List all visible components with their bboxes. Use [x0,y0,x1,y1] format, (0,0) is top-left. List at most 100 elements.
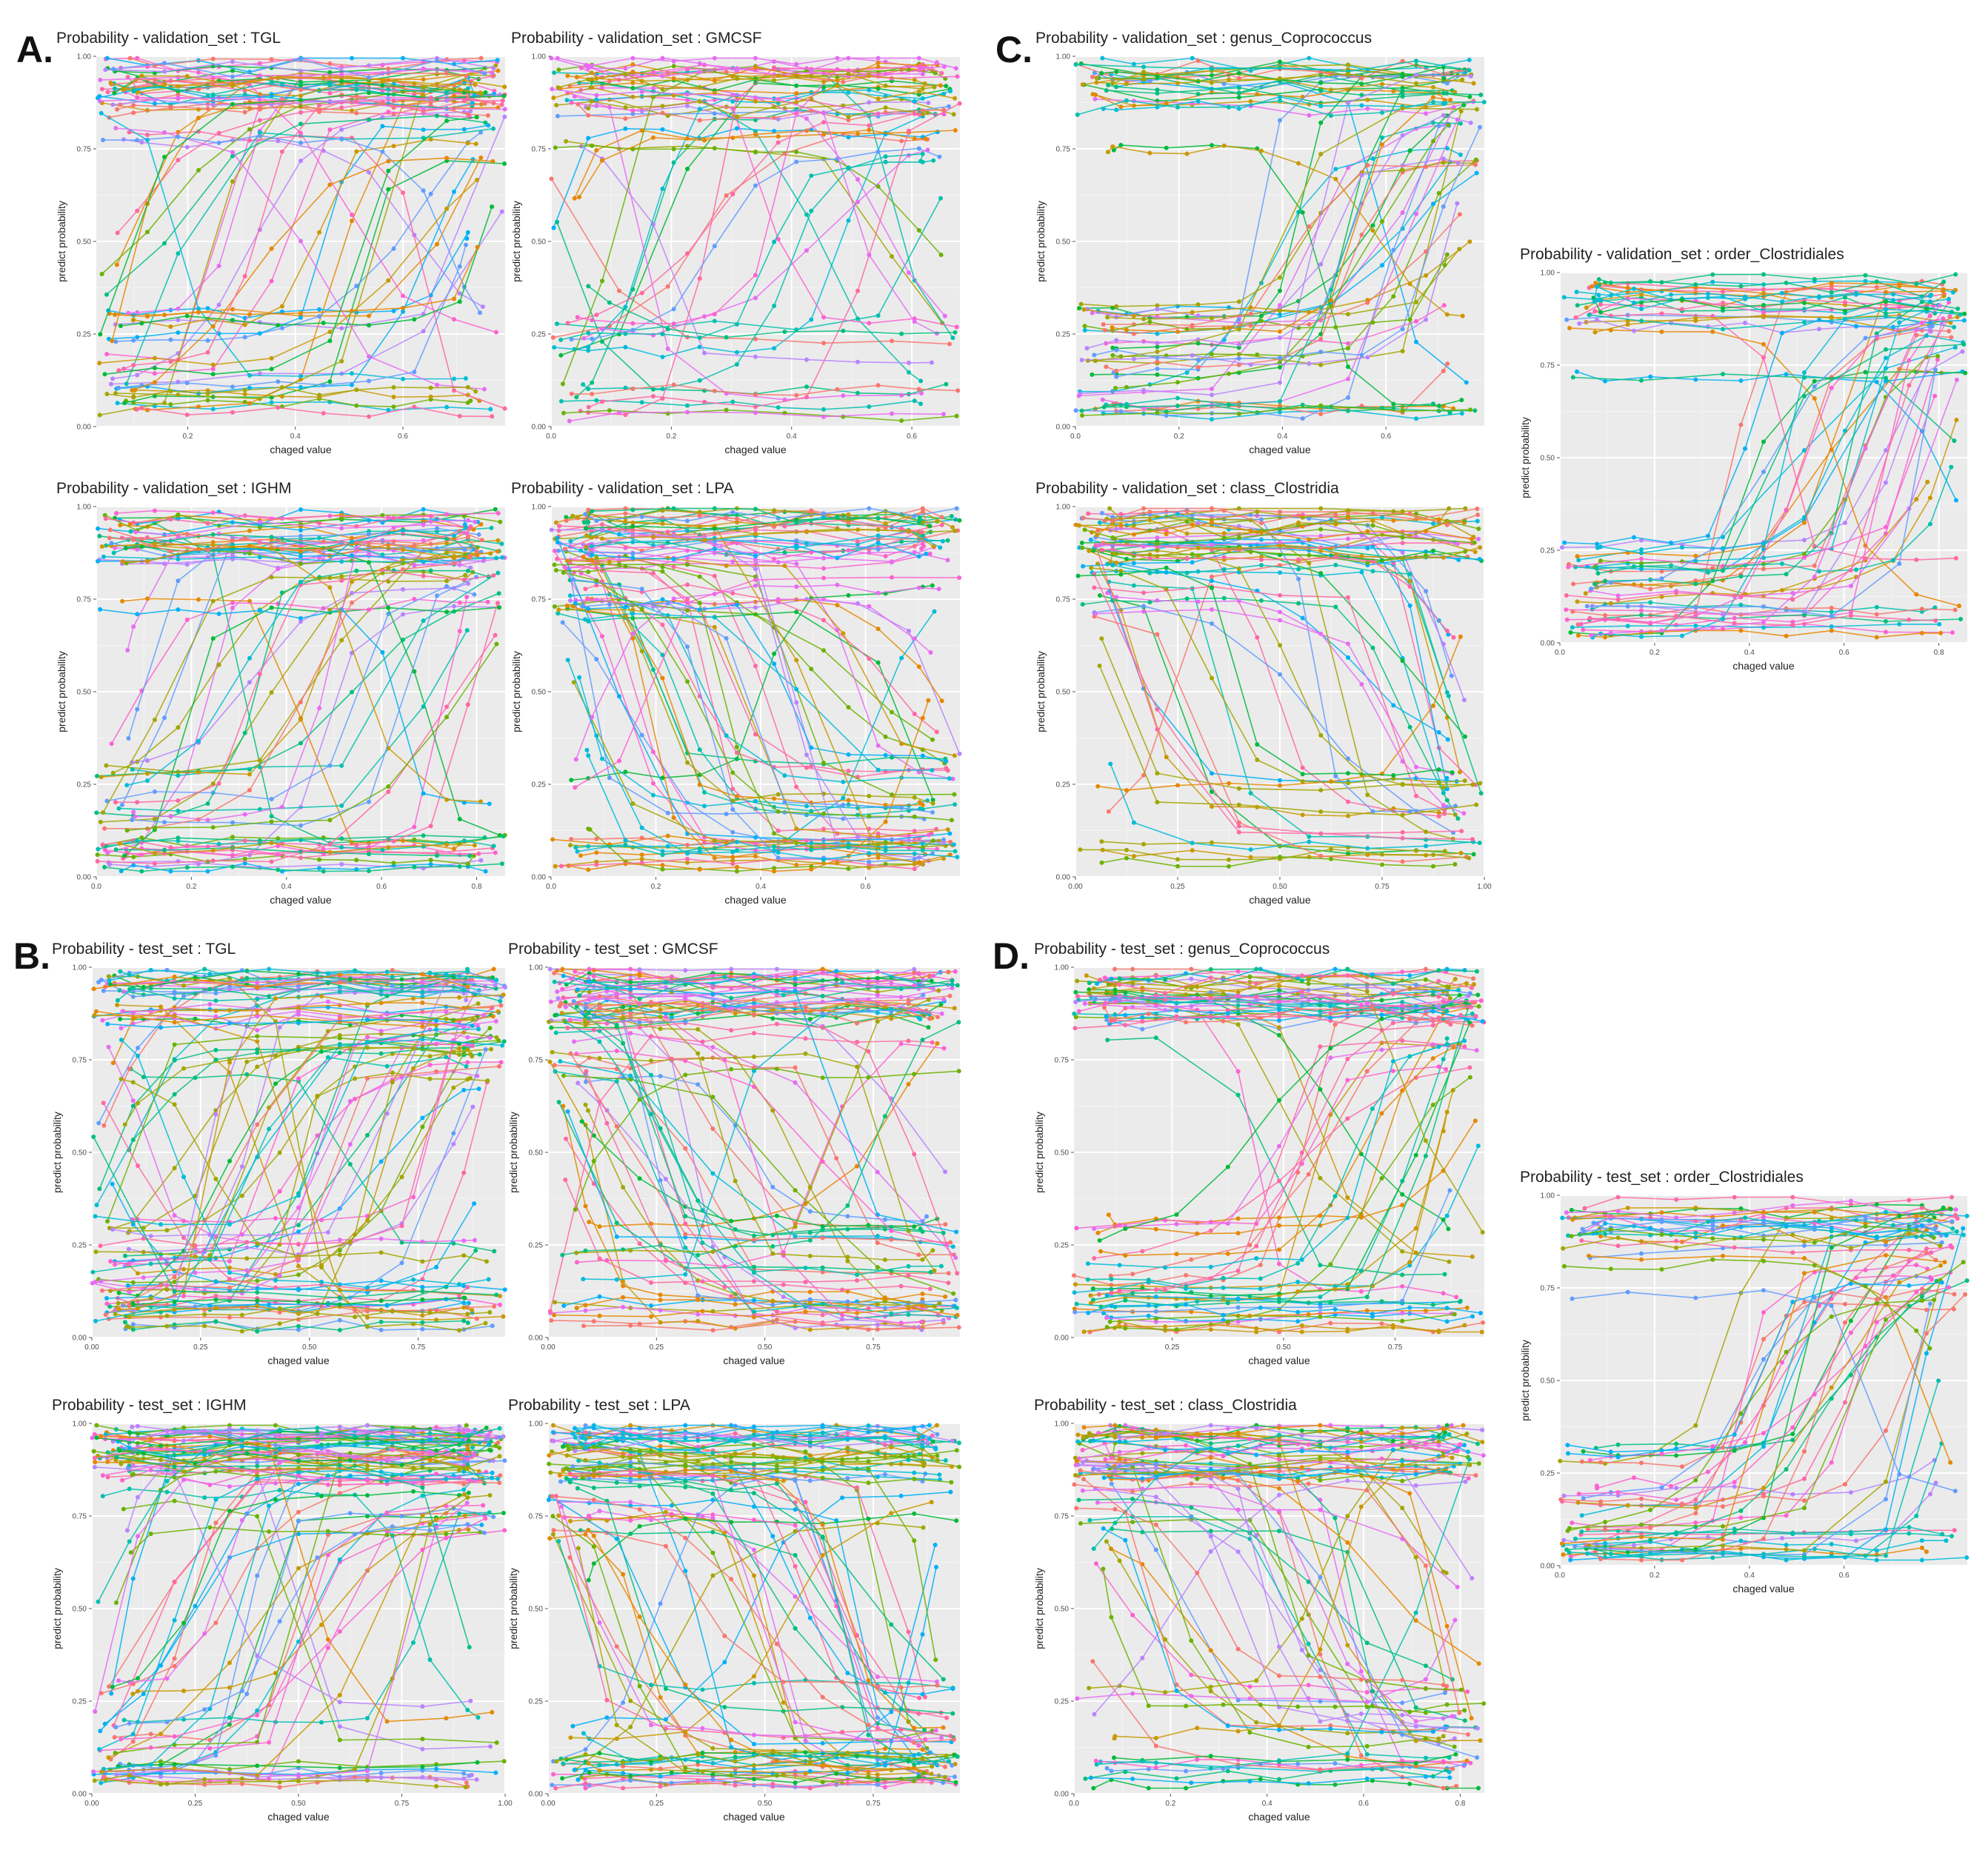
series-point [594,147,599,153]
series-point [1444,628,1450,633]
series-point [946,104,951,109]
series-point [1258,148,1264,153]
series-point [916,519,921,524]
series-point [1155,535,1160,541]
series-point [317,857,322,862]
series-point [730,93,736,98]
y-tick-label: 1.00 [1056,504,1071,512]
series-point [794,150,799,155]
series-point [1300,772,1305,777]
series-point [630,607,636,612]
series-point [1296,557,1301,562]
series-point [205,859,210,864]
series-point [107,862,112,867]
series-point [386,407,391,413]
x-tick-label: 0.2 [183,433,193,441]
series-point [552,345,557,350]
series-point [1449,673,1454,678]
series-line [556,565,934,849]
series-point [152,393,157,398]
series-point [1318,412,1324,416]
series-point [428,541,433,547]
series-point [1365,300,1370,305]
series-point [1441,303,1447,308]
series-point [724,563,729,568]
series-point [1104,88,1109,93]
series-40 [585,595,950,774]
y-axis-label: predict probability [1035,201,1047,282]
series-point [105,90,110,95]
series-point [944,84,949,89]
series-point [586,867,591,872]
series-point [327,818,333,823]
series-point [176,725,181,730]
series-point [257,608,262,613]
series-34 [130,137,478,330]
series-point [139,869,144,874]
series-point [168,517,173,522]
series-point [1431,95,1435,100]
series-point [1102,327,1107,333]
series-point [1431,84,1435,90]
series-point [1464,380,1469,385]
series-point [702,138,707,143]
series-point [1164,413,1169,418]
series-point [444,70,450,76]
series-point [1114,107,1119,113]
series-point [269,535,274,540]
series-point [102,372,107,377]
series-point [1802,538,1807,543]
series-point [846,521,851,526]
series-point [196,404,201,410]
series-line [1109,507,1450,523]
series-line [556,511,953,528]
series-point [835,387,840,392]
series-point [339,358,344,364]
series-point [499,541,504,547]
series-point [367,799,371,804]
series-point [594,555,599,560]
series-point [1190,522,1195,527]
series-point [1812,563,1817,568]
series-line [560,82,941,94]
series-point [1445,737,1450,742]
series-point [623,545,628,550]
series-point [210,848,216,853]
series-line [136,406,493,418]
series-point [457,413,462,418]
series-point [1175,380,1180,385]
series-point [339,803,344,808]
series-point [753,404,758,410]
series-point [552,548,557,553]
series-point [444,610,450,615]
series-point [421,518,426,523]
series-point [948,89,953,93]
y-tick-label: 0.00 [1056,874,1071,882]
series-line [1078,567,1452,776]
series-point [391,144,396,149]
series-point [1441,785,1446,790]
series-line [1576,371,1957,501]
series-point [600,85,604,90]
series-point [552,70,557,76]
series-point [557,524,562,529]
series-point [875,184,881,189]
series-point [734,839,739,844]
series-point [444,156,450,161]
series-point [500,98,505,103]
series-point [1400,812,1405,818]
series-point [473,389,478,394]
series-point [1346,341,1350,346]
series-point [835,84,840,88]
series-point [920,112,925,117]
series-point [1467,855,1472,861]
series-point [794,584,799,590]
series-point [697,84,702,90]
series-point [712,838,717,843]
series-point [493,507,498,512]
series-point [184,532,190,537]
series-point [184,617,190,622]
series-point [269,814,274,819]
series-point [1104,364,1109,370]
series-point [1084,346,1090,351]
